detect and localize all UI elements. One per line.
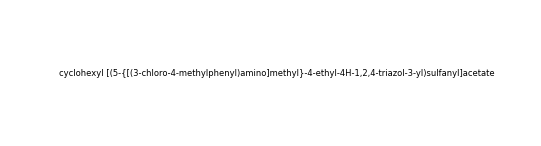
Text: cyclohexyl [(5-{[(3-chloro-4-methylphenyl)amino]methyl}-4-ethyl-4H-1,2,4-triazol: cyclohexyl [(5-{[(3-chloro-4-methylpheny…	[60, 69, 495, 78]
